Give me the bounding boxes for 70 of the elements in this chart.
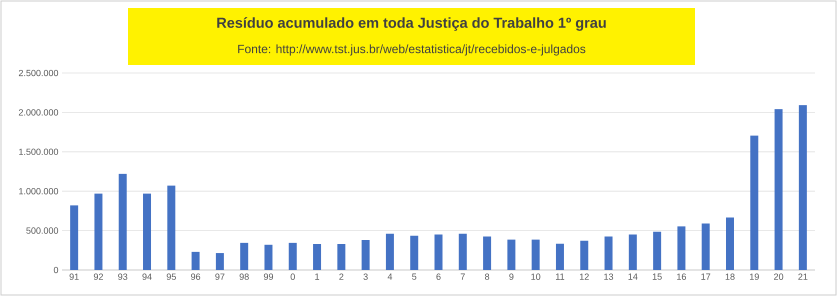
y-tick-label: 1.000.000 xyxy=(19,188,58,194)
bar xyxy=(288,242,297,270)
x-tick-label: 18 xyxy=(726,274,735,280)
chart-subtitle: Fonte: http://www.tst.jus.br/web/estatistica/jt/recebidos-e-julgados xyxy=(238,44,586,56)
bar xyxy=(702,224,710,270)
y-tick-label: 0 xyxy=(54,266,58,274)
bar xyxy=(532,240,540,270)
bar xyxy=(264,244,272,270)
bar xyxy=(798,105,807,270)
x-tick-label: 16 xyxy=(677,274,686,280)
bar xyxy=(726,217,734,270)
x-tick-label: 96 xyxy=(191,274,200,280)
x-tick-label: 97 xyxy=(215,274,224,280)
x-tick-label: 10 xyxy=(531,274,540,280)
x-tick-label: 21 xyxy=(798,274,808,280)
bar xyxy=(604,236,613,270)
x-tick-label: 4 xyxy=(388,274,392,280)
bar xyxy=(94,194,102,270)
bar xyxy=(216,253,224,270)
bar xyxy=(70,205,78,270)
x-tick-label: 99 xyxy=(264,274,274,280)
bar xyxy=(167,186,176,270)
x-tick-label: 92 xyxy=(94,274,103,280)
x-tick-label: 15 xyxy=(652,274,662,280)
x-tick-label: 13 xyxy=(604,274,614,280)
bar xyxy=(386,234,394,270)
bar xyxy=(556,244,564,270)
bar xyxy=(240,242,248,270)
x-tick-label: 2 xyxy=(339,274,344,280)
y-tick-label: 2.000.000 xyxy=(18,109,58,116)
x-tick-label: 12 xyxy=(580,274,589,280)
x-tick-label: 8 xyxy=(484,274,490,280)
bar xyxy=(192,252,200,270)
x-tick-label: 91 xyxy=(70,274,79,280)
bar xyxy=(628,234,637,270)
x-tick-label: 19 xyxy=(750,274,759,280)
x-tick-label: 9 xyxy=(509,274,514,280)
chart-title: Resíduo acumulado em toda Justiça do Trabalho 1º grau xyxy=(217,17,606,31)
bar xyxy=(143,194,152,270)
x-tick-label: 93 xyxy=(118,274,128,280)
bar xyxy=(337,244,346,270)
bar xyxy=(410,236,418,270)
bar xyxy=(507,240,516,270)
bar xyxy=(774,109,783,270)
x-tick-label: 5 xyxy=(412,274,416,280)
bar xyxy=(458,234,467,270)
x-tick-label: 0 xyxy=(290,274,295,280)
x-tick-label: 95 xyxy=(166,274,176,280)
bar xyxy=(677,226,686,270)
y-tick-label: 2.500.000 xyxy=(18,70,58,76)
x-tick-label: 1 xyxy=(315,274,320,280)
y-tick-label: 500.000 xyxy=(26,227,58,234)
bar xyxy=(653,232,662,270)
x-tick-label: 94 xyxy=(142,274,152,280)
x-tick-label: 98 xyxy=(240,274,249,280)
x-tick-label: 11 xyxy=(556,274,564,280)
x-tick-label: 17 xyxy=(701,274,710,280)
x-tick-label: 3 xyxy=(363,274,368,280)
bar xyxy=(483,236,492,270)
y-tick-label: 1.500.000 xyxy=(19,148,58,155)
x-tick-label: 6 xyxy=(436,274,441,280)
x-tick-label: 14 xyxy=(628,274,638,280)
bar xyxy=(580,240,588,270)
bar xyxy=(362,240,370,270)
bar xyxy=(434,234,443,270)
bar xyxy=(313,244,322,270)
x-tick-label: 20 xyxy=(774,274,784,280)
bar xyxy=(750,136,758,270)
bar xyxy=(118,174,127,270)
x-tick-label: 7 xyxy=(460,274,465,280)
